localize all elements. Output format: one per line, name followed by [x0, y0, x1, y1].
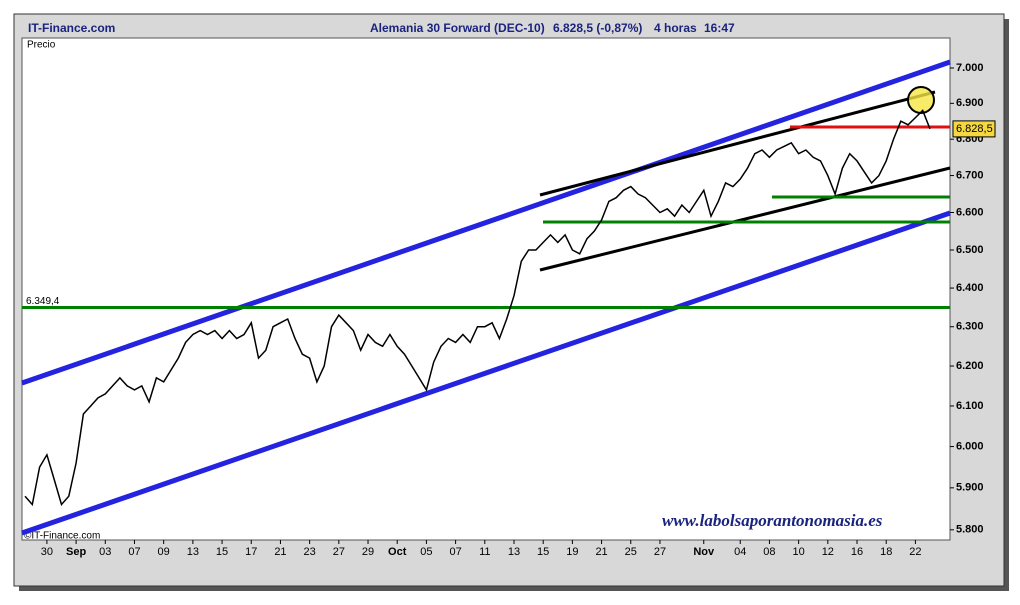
- y-tick-label: 6.500: [956, 244, 984, 256]
- x-tick-label: 08: [763, 546, 775, 558]
- y-label: Precio: [27, 40, 56, 51]
- x-tick-label: 21: [595, 546, 607, 558]
- x-tick-label: Nov: [693, 546, 715, 558]
- y-tick-label: 6.100: [956, 400, 984, 412]
- y-tick-label: 6.300: [956, 321, 984, 333]
- x-tick-label: Sep: [66, 546, 86, 558]
- x-tick-label: 30: [41, 546, 53, 558]
- y-tick-label: 6.900: [956, 97, 984, 109]
- timeframe: 4 horas: [654, 21, 697, 35]
- y-tick-label: 5.900: [956, 482, 984, 494]
- y-tick-label: 6.000: [956, 440, 984, 452]
- lower-trend: [539, 166, 951, 272]
- copyright: ©IT-Finance.com: [24, 531, 100, 542]
- x-tick-label: 05: [420, 546, 432, 558]
- time: 16:47: [704, 21, 735, 35]
- x-tick-label: 09: [158, 546, 170, 558]
- quote: 6.828,5 (-0,87%): [553, 21, 642, 35]
- plot-area: [21, 37, 951, 541]
- x-tick-label: 10: [793, 546, 805, 558]
- x-tick-label: 04: [734, 546, 746, 558]
- upper-channel: [21, 59, 951, 386]
- y-tick-label: 5.800: [956, 524, 984, 536]
- site-name: IT-Finance.com: [28, 21, 115, 35]
- x-tick-label: 11: [479, 546, 490, 558]
- upper-trend: [539, 90, 936, 197]
- y-tick-label: 7.000: [956, 62, 984, 74]
- x-tick-label: 15: [537, 546, 549, 558]
- x-tick-label: 07: [128, 546, 140, 558]
- highlight-circle: [907, 86, 935, 114]
- last-price-label: 6.828,5: [956, 123, 993, 135]
- x-tick-label: 21: [274, 546, 286, 558]
- x-tick-label: 27: [654, 546, 666, 558]
- level-label: 6.349,4: [26, 296, 60, 307]
- x-tick-label: 17: [245, 546, 257, 558]
- x-tick-label: 27: [333, 546, 345, 558]
- y-tick-label: 6.200: [956, 360, 984, 372]
- x-tick-label: 25: [625, 546, 637, 558]
- x-tick-label: Oct: [388, 546, 407, 558]
- x-tick-label: 22: [909, 546, 921, 558]
- x-tick-label: 07: [449, 546, 461, 558]
- x-tick-label: 13: [187, 546, 199, 558]
- x-tick-label: 13: [508, 546, 520, 558]
- lower-channel: [21, 210, 951, 536]
- y-tick-label: 6.600: [956, 206, 984, 218]
- last-price-box: [952, 120, 996, 138]
- x-tick-label: 18: [880, 546, 892, 558]
- x-tick-label: 03: [99, 546, 111, 558]
- watermark: www.labolsaporantonomasia.es: [662, 511, 883, 530]
- x-tick-label: 15: [216, 546, 228, 558]
- y-tick-label: 6.700: [956, 169, 984, 181]
- x-tick-label: 16: [851, 546, 863, 558]
- chart-title: Alemania 30 Forward (DEC-10): [370, 21, 545, 35]
- y-tick-label: 6.400: [956, 282, 984, 294]
- trend-lines: [21, 59, 951, 536]
- x-tick-label: 29: [362, 546, 374, 558]
- x-tick-label: 19: [566, 546, 578, 558]
- price-line: [24, 109, 931, 507]
- x-tick-label: 23: [304, 546, 316, 558]
- x-tick-label: 12: [822, 546, 834, 558]
